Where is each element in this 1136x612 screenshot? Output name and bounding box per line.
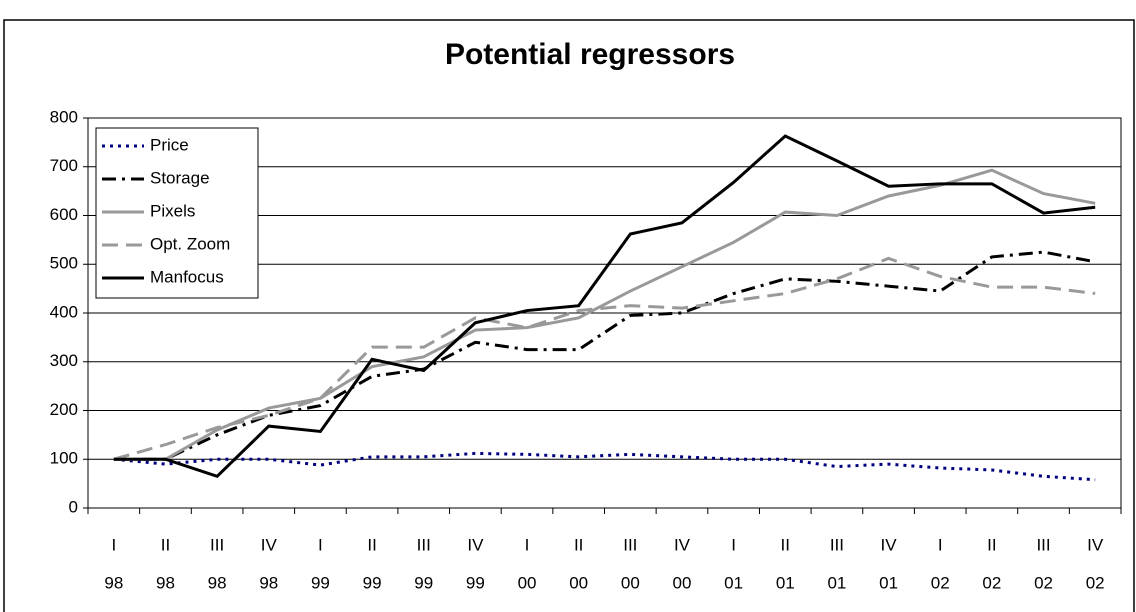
x-tick-label-year: 99 bbox=[363, 573, 382, 592]
series-line bbox=[113, 168, 1096, 461]
x-tick-label-year: 01 bbox=[827, 573, 846, 592]
y-tick-label: 800 bbox=[50, 107, 78, 126]
legend-label: Price bbox=[150, 135, 189, 154]
x-tick-label: IV bbox=[1087, 535, 1104, 554]
x-tick-label: I bbox=[318, 535, 323, 554]
x-tick-label-year: 02 bbox=[1086, 573, 1105, 592]
series-line bbox=[113, 256, 1096, 461]
x-tick-label-year: 99 bbox=[466, 573, 485, 592]
series-line bbox=[113, 134, 1096, 479]
x-tick-label: I bbox=[525, 535, 530, 554]
y-tick-label: 600 bbox=[50, 205, 78, 224]
x-tick-label-year: 98 bbox=[104, 573, 123, 592]
x-tick-label-year: 00 bbox=[621, 573, 640, 592]
chart-frame bbox=[3, 19, 1135, 612]
x-tick-label-year: 00 bbox=[569, 573, 588, 592]
x-tick-label-year: 98 bbox=[208, 573, 227, 592]
x-tick-label-year: 01 bbox=[879, 573, 898, 592]
x-tick-label: II bbox=[367, 535, 376, 554]
x-tick-label-year: 01 bbox=[724, 573, 743, 592]
x-tick-label: I bbox=[731, 535, 736, 554]
legend-label: Pixels bbox=[150, 201, 195, 220]
x-tick-label-year: 98 bbox=[156, 573, 175, 592]
y-tick-label: 300 bbox=[50, 351, 78, 370]
x-tick-label-year: 01 bbox=[776, 573, 795, 592]
y-tick-label: 700 bbox=[50, 156, 78, 175]
x-tick-label-year: 02 bbox=[982, 573, 1001, 592]
x-tick-label-year: 98 bbox=[259, 573, 278, 592]
x-tick-label: II bbox=[161, 535, 170, 554]
x-tick-label: IV bbox=[881, 535, 898, 554]
x-tick-label-year: 00 bbox=[673, 573, 692, 592]
y-tick-label: 100 bbox=[50, 449, 78, 468]
x-tick-label: II bbox=[781, 535, 790, 554]
y-tick-label: 0 bbox=[69, 497, 78, 516]
x-tick-label-year: 02 bbox=[931, 573, 950, 592]
y-tick-label: 500 bbox=[50, 254, 78, 273]
x-tick-label: III bbox=[830, 535, 844, 554]
x-tick-label: II bbox=[987, 535, 996, 554]
x-tick-label-year: 02 bbox=[1034, 573, 1053, 592]
x-tick-label: III bbox=[1036, 535, 1050, 554]
y-tick-label: 400 bbox=[50, 302, 78, 321]
x-tick-label-year: 00 bbox=[518, 573, 537, 592]
x-tick-label: IV bbox=[467, 535, 484, 554]
legend-label: Storage bbox=[150, 168, 210, 187]
x-tick-label: III bbox=[210, 535, 224, 554]
x-tick-label: III bbox=[417, 535, 431, 554]
x-tick-label: I bbox=[111, 535, 116, 554]
x-tick-label: IV bbox=[674, 535, 691, 554]
x-tick-label: I bbox=[938, 535, 943, 554]
x-tick-label: IV bbox=[261, 535, 278, 554]
x-tick-label: II bbox=[574, 535, 583, 554]
x-tick-label-year: 99 bbox=[414, 573, 433, 592]
chart-title: Potential regressors bbox=[445, 38, 735, 71]
x-tick-label-year: 99 bbox=[311, 573, 330, 592]
x-tick-label: III bbox=[623, 535, 637, 554]
y-tick-label: 200 bbox=[50, 400, 78, 419]
legend-label: Manfocus bbox=[150, 267, 224, 286]
legend-label: Opt. Zoom bbox=[150, 234, 230, 253]
